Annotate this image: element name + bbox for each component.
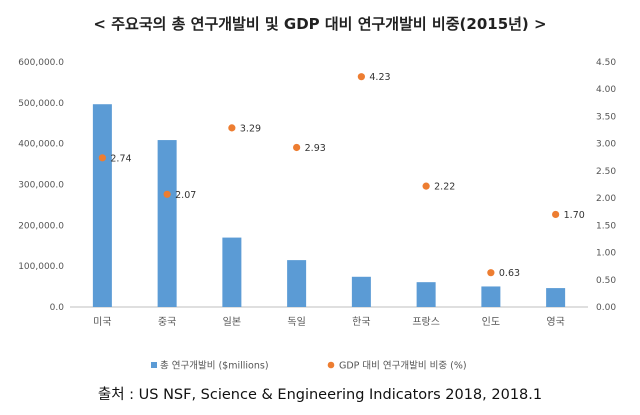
category-label: 한국	[352, 316, 370, 328]
bar	[416, 282, 436, 307]
right-tick-label: 1.50	[596, 221, 616, 231]
bar	[481, 286, 501, 307]
category-label: 독일	[287, 316, 305, 328]
data-label: 2.74	[110, 153, 131, 164]
category-label: 인도	[482, 316, 500, 328]
legend-swatch-bar	[151, 362, 157, 368]
legend-label-bar: 총 연구개발비 ($millions)	[160, 361, 269, 372]
bar	[546, 288, 566, 307]
legend-label-point: GDP 대비 연구개발비 비중 (%)	[339, 361, 467, 372]
legend: 총 연구개발비 ($millions) GDP 대비 연구개발비 비중 (%)	[151, 361, 467, 372]
data-label: 2.93	[305, 143, 326, 154]
right-tick-label: 3.00	[596, 140, 616, 150]
data-label: 2.22	[434, 182, 455, 193]
category-label: 영국	[546, 316, 564, 328]
left-tick-label: 0.0	[50, 303, 65, 313]
left-tick-label: 500,000.0	[18, 99, 64, 109]
right-tick-label: 4.00	[596, 85, 616, 95]
right-tick-label: 3.50	[596, 112, 616, 122]
bar	[222, 237, 242, 307]
bar-series	[92, 104, 566, 307]
bar	[287, 260, 307, 307]
data-label: 4.23	[369, 72, 390, 83]
data-point	[163, 190, 171, 198]
data-label: 1.70	[564, 210, 585, 221]
legend-swatch-point	[327, 361, 335, 369]
point-series	[98, 73, 560, 277]
data-label: 0.63	[499, 268, 520, 279]
category-label: 프랑스	[412, 316, 440, 328]
category-labels: 미국 중국 일본 독일 한국 프랑스 인도 영국	[93, 316, 565, 328]
left-tick-label: 400,000.0	[18, 140, 64, 150]
right-tick-label: 0.50	[596, 276, 616, 286]
chart-title: < 주요국의 총 연구개발비 및 GDP 대비 연구개발비 비중(2015년) …	[93, 15, 546, 33]
right-tick-label: 1.00	[596, 249, 616, 259]
bar	[351, 276, 371, 307]
right-tick-label: 4.50	[596, 58, 616, 68]
data-label: 2.07	[175, 190, 196, 201]
left-tick-label: 100,000.0	[18, 262, 64, 272]
data-point	[228, 124, 236, 132]
bar	[157, 140, 177, 307]
data-point	[98, 154, 106, 162]
data-point	[422, 182, 430, 190]
left-axis: 0.0 100,000.0 200,000.0 300,000.0 400,000.0 5…	[18, 58, 64, 313]
left-tick-label: 600,000.0	[18, 58, 64, 68]
data-label: 3.29	[240, 123, 261, 134]
point-labels: 2.74 2.07 3.29 2.93 4.23 2.22 0.63 1.70	[110, 72, 584, 279]
left-tick-label: 200,000.0	[18, 221, 64, 231]
right-axis: 0.00 0.50 1.00 1.50 2.00 2.50 3.00 3.50 4.00 4.50	[596, 58, 616, 313]
bar	[92, 104, 112, 307]
category-label: 일본	[223, 316, 241, 328]
data-point	[552, 210, 560, 219]
right-tick-label: 0.00	[596, 303, 616, 313]
data-point	[293, 143, 301, 152]
right-tick-label: 2.00	[596, 194, 616, 204]
source-note: 출처 : US NSF, Science & Engineering Indic…	[98, 386, 542, 403]
data-point	[357, 73, 365, 81]
category-label: 중국	[158, 316, 176, 328]
left-tick-label: 300,000.0	[18, 181, 64, 191]
right-tick-label: 2.50	[596, 167, 616, 177]
category-label: 미국	[93, 316, 111, 328]
data-point	[487, 269, 495, 277]
